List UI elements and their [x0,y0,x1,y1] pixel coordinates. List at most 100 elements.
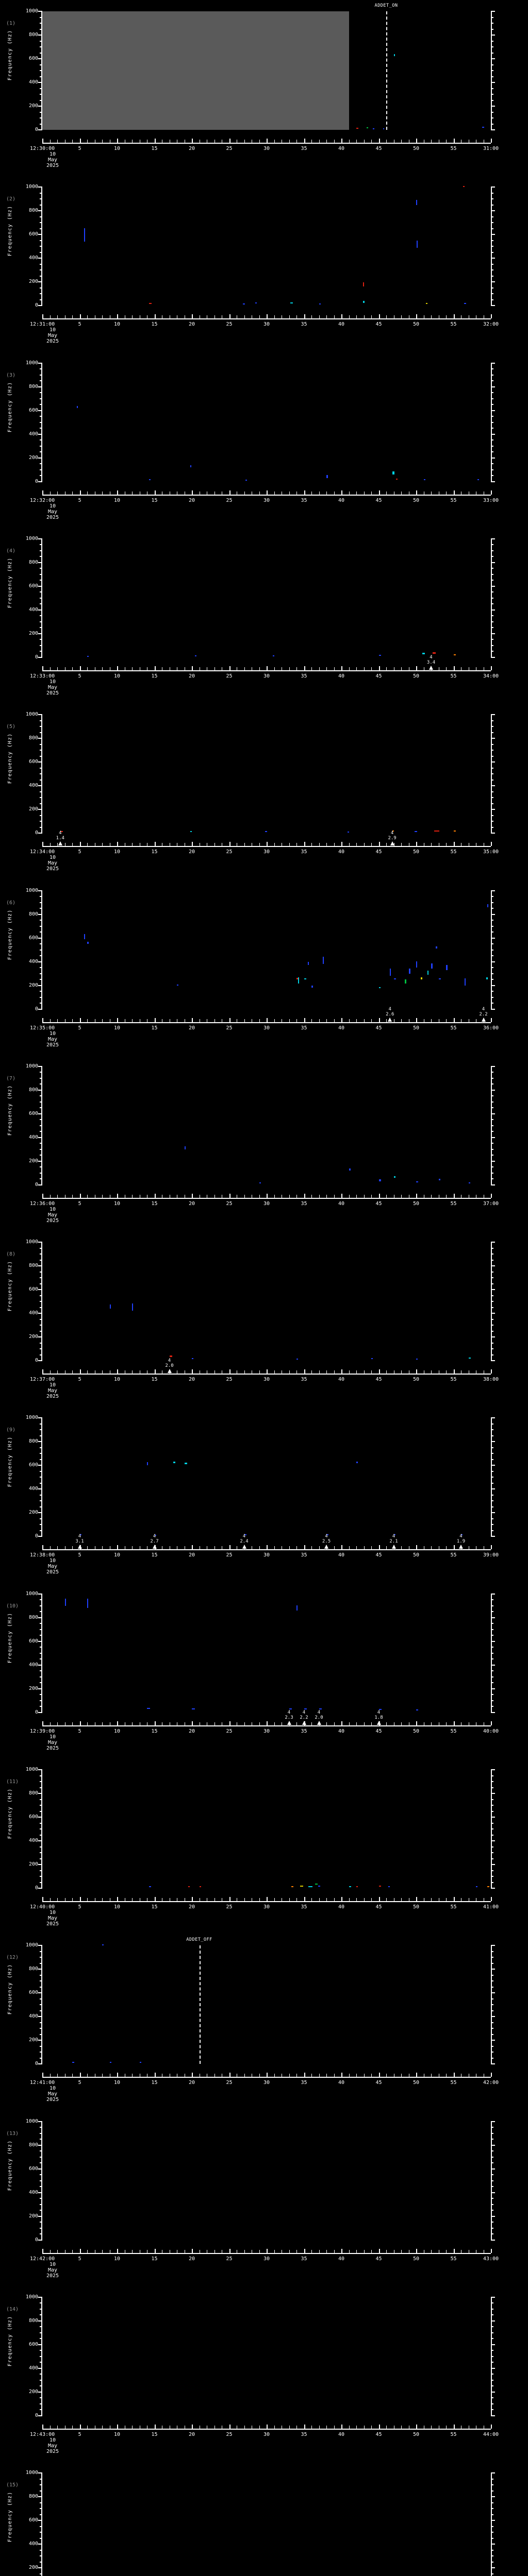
y-tick-minor [40,1670,42,1672]
y-tick-minor [40,2004,42,2006]
y-tick-major-right [491,234,495,235]
x-tick-major [453,2248,455,2253]
y-tick-minor [40,996,42,998]
y-tick-major [38,457,42,459]
x-tick-label: 10 [113,1200,121,1207]
x-tick-label: 5 [78,673,81,679]
y-tick-major-right [491,1840,495,1841]
spectrogram-panel: (4) Frequency (Hz) 0 200 400 600 800 1000 4 3.4 5 1… [0,528,528,703]
y-tick-major-right [491,1089,495,1091]
triangle-value: 2.1 [389,1539,398,1545]
x-tick-major [79,2248,81,2253]
detection-mark [192,1708,195,1709]
x-tick-major [416,842,417,846]
x-tick-major [42,2424,43,2429]
date-stack-label: 10 May 2025 [37,2437,68,2454]
x-tick-label: 5 [78,2080,81,2086]
x-tick-major [267,666,268,670]
y-tick-major [38,1840,42,1841]
x-tick-label: 35 [301,146,307,151]
x-tick-major [416,314,417,319]
detection-mark [326,474,328,478]
x-tick-major [304,1545,305,1550]
x-tick-major [416,139,417,143]
y-tick-minor [40,70,42,71]
y-tick-minor [40,2526,42,2527]
y-tick-minor-right [491,1271,493,1273]
y-tick-minor [40,896,42,897]
triangle-count: 4 [459,1534,463,1539]
y-tick-major [38,1888,42,1889]
date-line: 10 [49,855,56,861]
x-tick-minor [102,491,103,495]
x-tick-major [304,1018,305,1022]
x-axis-line [42,2424,492,2430]
x-tick-minor [57,1019,58,1022]
x-tick-major [42,1018,43,1022]
y-tick-minor-right [491,16,493,18]
plot-area [38,538,495,658]
x-tick-minor [401,1194,402,1198]
x-tick-major [453,1369,455,1374]
x-axis-line [42,490,492,496]
y-tick-minor-right [491,192,493,194]
x-tick-major [117,1721,118,1725]
x-tick-minor [296,1898,297,1901]
triangle-value: 3.1 [75,1539,84,1545]
x-tick-minor [319,491,320,495]
x-tick-minor [214,2074,215,2077]
detection-mark [190,465,192,467]
triangle-count: 4 [59,831,62,836]
x-tick-major [267,139,268,143]
detection-mark [416,1709,418,1711]
x-tick-minor [364,140,365,143]
detection-mark [395,479,398,480]
x-tick-label: 15 [151,497,158,503]
x-tick-major [491,2424,492,2429]
detection-mark [244,1534,246,1536]
detection-mark [84,934,86,939]
x-tick-major [117,490,118,495]
x-tick-minor [349,1194,350,1198]
x-tick-major [42,139,43,143]
y-tick-minor-right [491,404,493,405]
detection-mark [245,479,248,481]
detection-mark [477,479,479,480]
y-tick-label: 800 [28,1790,38,1796]
y-tick-minor [40,949,42,951]
x-tick-major [491,1193,492,1198]
y-tick-label: 1000 [25,1063,38,1069]
x-tick-minor [431,1370,432,1374]
x-tick-minor [431,1546,432,1550]
y-tick-major [38,433,42,435]
y-tick-minor-right [491,2204,493,2205]
y-tick-minor-right [491,943,493,944]
y-tick-label: 200 [28,2213,38,2219]
x-tick-minor [289,140,290,143]
x-tick-minor [50,1194,51,1198]
y-tick-major-right [491,913,495,915]
y-tick-minor-right [491,439,493,441]
x-tick-minor [57,1194,58,1198]
date-line: 2025 [46,163,59,168]
y-tick-minor [40,556,42,557]
y-tick-major [38,985,42,986]
y-tick-minor-right [491,204,493,206]
x-tick-minor [356,1194,357,1198]
x-tick-minor [50,140,51,143]
x-start-time-label: 12:35:00 [30,1025,55,1031]
y-tick-major-right [491,961,495,962]
triangle-marker-label: 4 2.4 [240,1534,248,1544]
x-end-label: 38:00 [483,1377,499,1383]
x-tick-minor [57,2074,58,2077]
detection-mark [468,1182,470,1183]
x-tick-major [229,2424,230,2429]
y-tick-major-right [491,2367,495,2369]
spectrogram-panel: (15)Frequency (Hz)0200400600800100051015… [0,2462,528,2576]
x-tick-label: 15 [151,1200,158,1207]
x-tick-label: 40 [338,2080,345,2086]
y-tick-minor-right [491,275,493,277]
y-tick-minor-right [491,1003,493,1004]
x-tick-minor [296,843,297,846]
y-tick-minor-right [491,720,493,721]
